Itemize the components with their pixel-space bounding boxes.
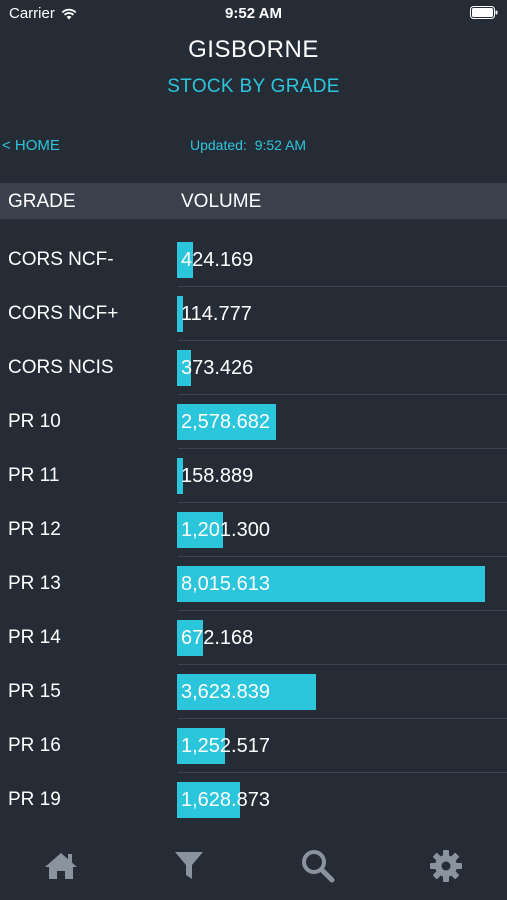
row-volume-value: 158.889	[181, 465, 254, 487]
updated-time: 9:52 AM	[254, 137, 307, 153]
page-subtitle: STOCK BY GRADE	[167, 76, 340, 97]
row-grade-label: PR 13	[8, 573, 61, 594]
updated-status: Updated: 9:52 AM	[190, 137, 306, 153]
row-divider	[178, 556, 507, 557]
table-row[interactable]: PR 19 1,628.873	[0, 773, 507, 827]
volume-bar	[177, 674, 316, 710]
row-divider	[178, 664, 507, 665]
volume-bar	[177, 404, 276, 440]
row-grade-label: CORS NCF+	[8, 303, 119, 324]
table-row[interactable]: PR 10 2,578.682	[0, 395, 507, 449]
row-volume-value: 8,015.613	[181, 573, 270, 595]
row-volume-value: 373.426	[181, 357, 254, 379]
row-volume-value: 424.169	[181, 249, 254, 271]
tab-search[interactable]	[298, 848, 338, 884]
row-grade-label: PR 15	[8, 681, 61, 702]
row-volume-value: 1,628.873	[181, 789, 270, 811]
stock-table: CORS NCF- 424.169 CORS NCF+ 114.777 CORS NCI…	[0, 233, 507, 827]
table-row[interactable]: PR 15 3,623.839	[0, 665, 507, 719]
table-row[interactable]: PR 16 1,252.517	[0, 719, 507, 773]
row-divider	[178, 394, 507, 395]
gear-icon	[430, 850, 462, 882]
carrier-group: Carrier	[9, 5, 77, 22]
table-row[interactable]: PR 11 158.889	[0, 449, 507, 503]
status-time: 9:52 AM	[225, 5, 282, 22]
volume-bar	[177, 512, 223, 548]
filter-icon	[175, 852, 203, 879]
volume-bar	[177, 566, 485, 602]
volume-bar	[177, 350, 191, 386]
wifi-icon	[61, 8, 77, 19]
row-volume-value: 672.168	[181, 627, 254, 649]
tab-filter[interactable]	[169, 848, 209, 884]
row-grade-label: PR 14	[8, 627, 61, 648]
table-row[interactable]: PR 12 1,201.300	[0, 503, 507, 557]
table-row[interactable]: CORS NCF- 424.169	[0, 233, 507, 287]
row-divider	[178, 340, 507, 341]
row-grade-label: PR 16	[8, 735, 61, 756]
row-divider	[178, 286, 507, 287]
volume-bar	[177, 242, 193, 278]
row-divider	[178, 610, 507, 611]
table-row[interactable]: CORS NCF+ 114.777	[0, 287, 507, 341]
row-grade-label: CORS NCIS	[8, 357, 114, 378]
tab-bar	[0, 834, 507, 900]
home-icon	[45, 853, 77, 879]
row-divider	[178, 772, 507, 773]
row-volume-value: 3,623.839	[181, 681, 270, 703]
row-divider	[178, 502, 507, 503]
row-divider	[178, 448, 507, 449]
tab-home[interactable]	[41, 848, 81, 884]
row-grade-label: PR 11	[8, 465, 60, 486]
table-row[interactable]: PR 14 672.168	[0, 611, 507, 665]
row-grade-label: PR 10	[8, 411, 61, 432]
table-row[interactable]: PR 13 8,015.613	[0, 557, 507, 611]
row-volume-value: 1,252.517	[181, 735, 270, 757]
tab-settings[interactable]	[426, 848, 466, 884]
column-header-volume: VOLUME	[181, 191, 262, 212]
volume-bar	[177, 296, 183, 332]
row-volume-value: 2,578.682	[181, 411, 270, 433]
row-volume-value: 114.777	[181, 303, 252, 325]
volume-bar	[177, 620, 203, 656]
table-header: GRADE VOLUME	[0, 183, 507, 219]
home-back-link[interactable]: < HOME	[2, 137, 60, 154]
search-icon	[302, 850, 335, 883]
battery-icon	[470, 6, 498, 23]
row-volume-value: 1,201.300	[181, 519, 270, 541]
page-title: GISBORNE	[188, 36, 319, 63]
volume-bar	[177, 458, 183, 494]
row-grade-label: CORS NCF-	[8, 249, 114, 270]
carrier-label: Carrier	[9, 5, 55, 22]
volume-bar	[177, 782, 240, 818]
updated-label: Updated:	[190, 137, 247, 153]
row-grade-label: PR 12	[8, 519, 61, 540]
volume-bar	[177, 728, 225, 764]
column-header-grade: GRADE	[8, 191, 76, 212]
row-grade-label: PR 19	[8, 789, 61, 810]
row-divider	[178, 718, 507, 719]
status-bar: Carrier 9:52 AM	[0, 0, 507, 28]
table-row[interactable]: CORS NCIS 373.426	[0, 341, 507, 395]
